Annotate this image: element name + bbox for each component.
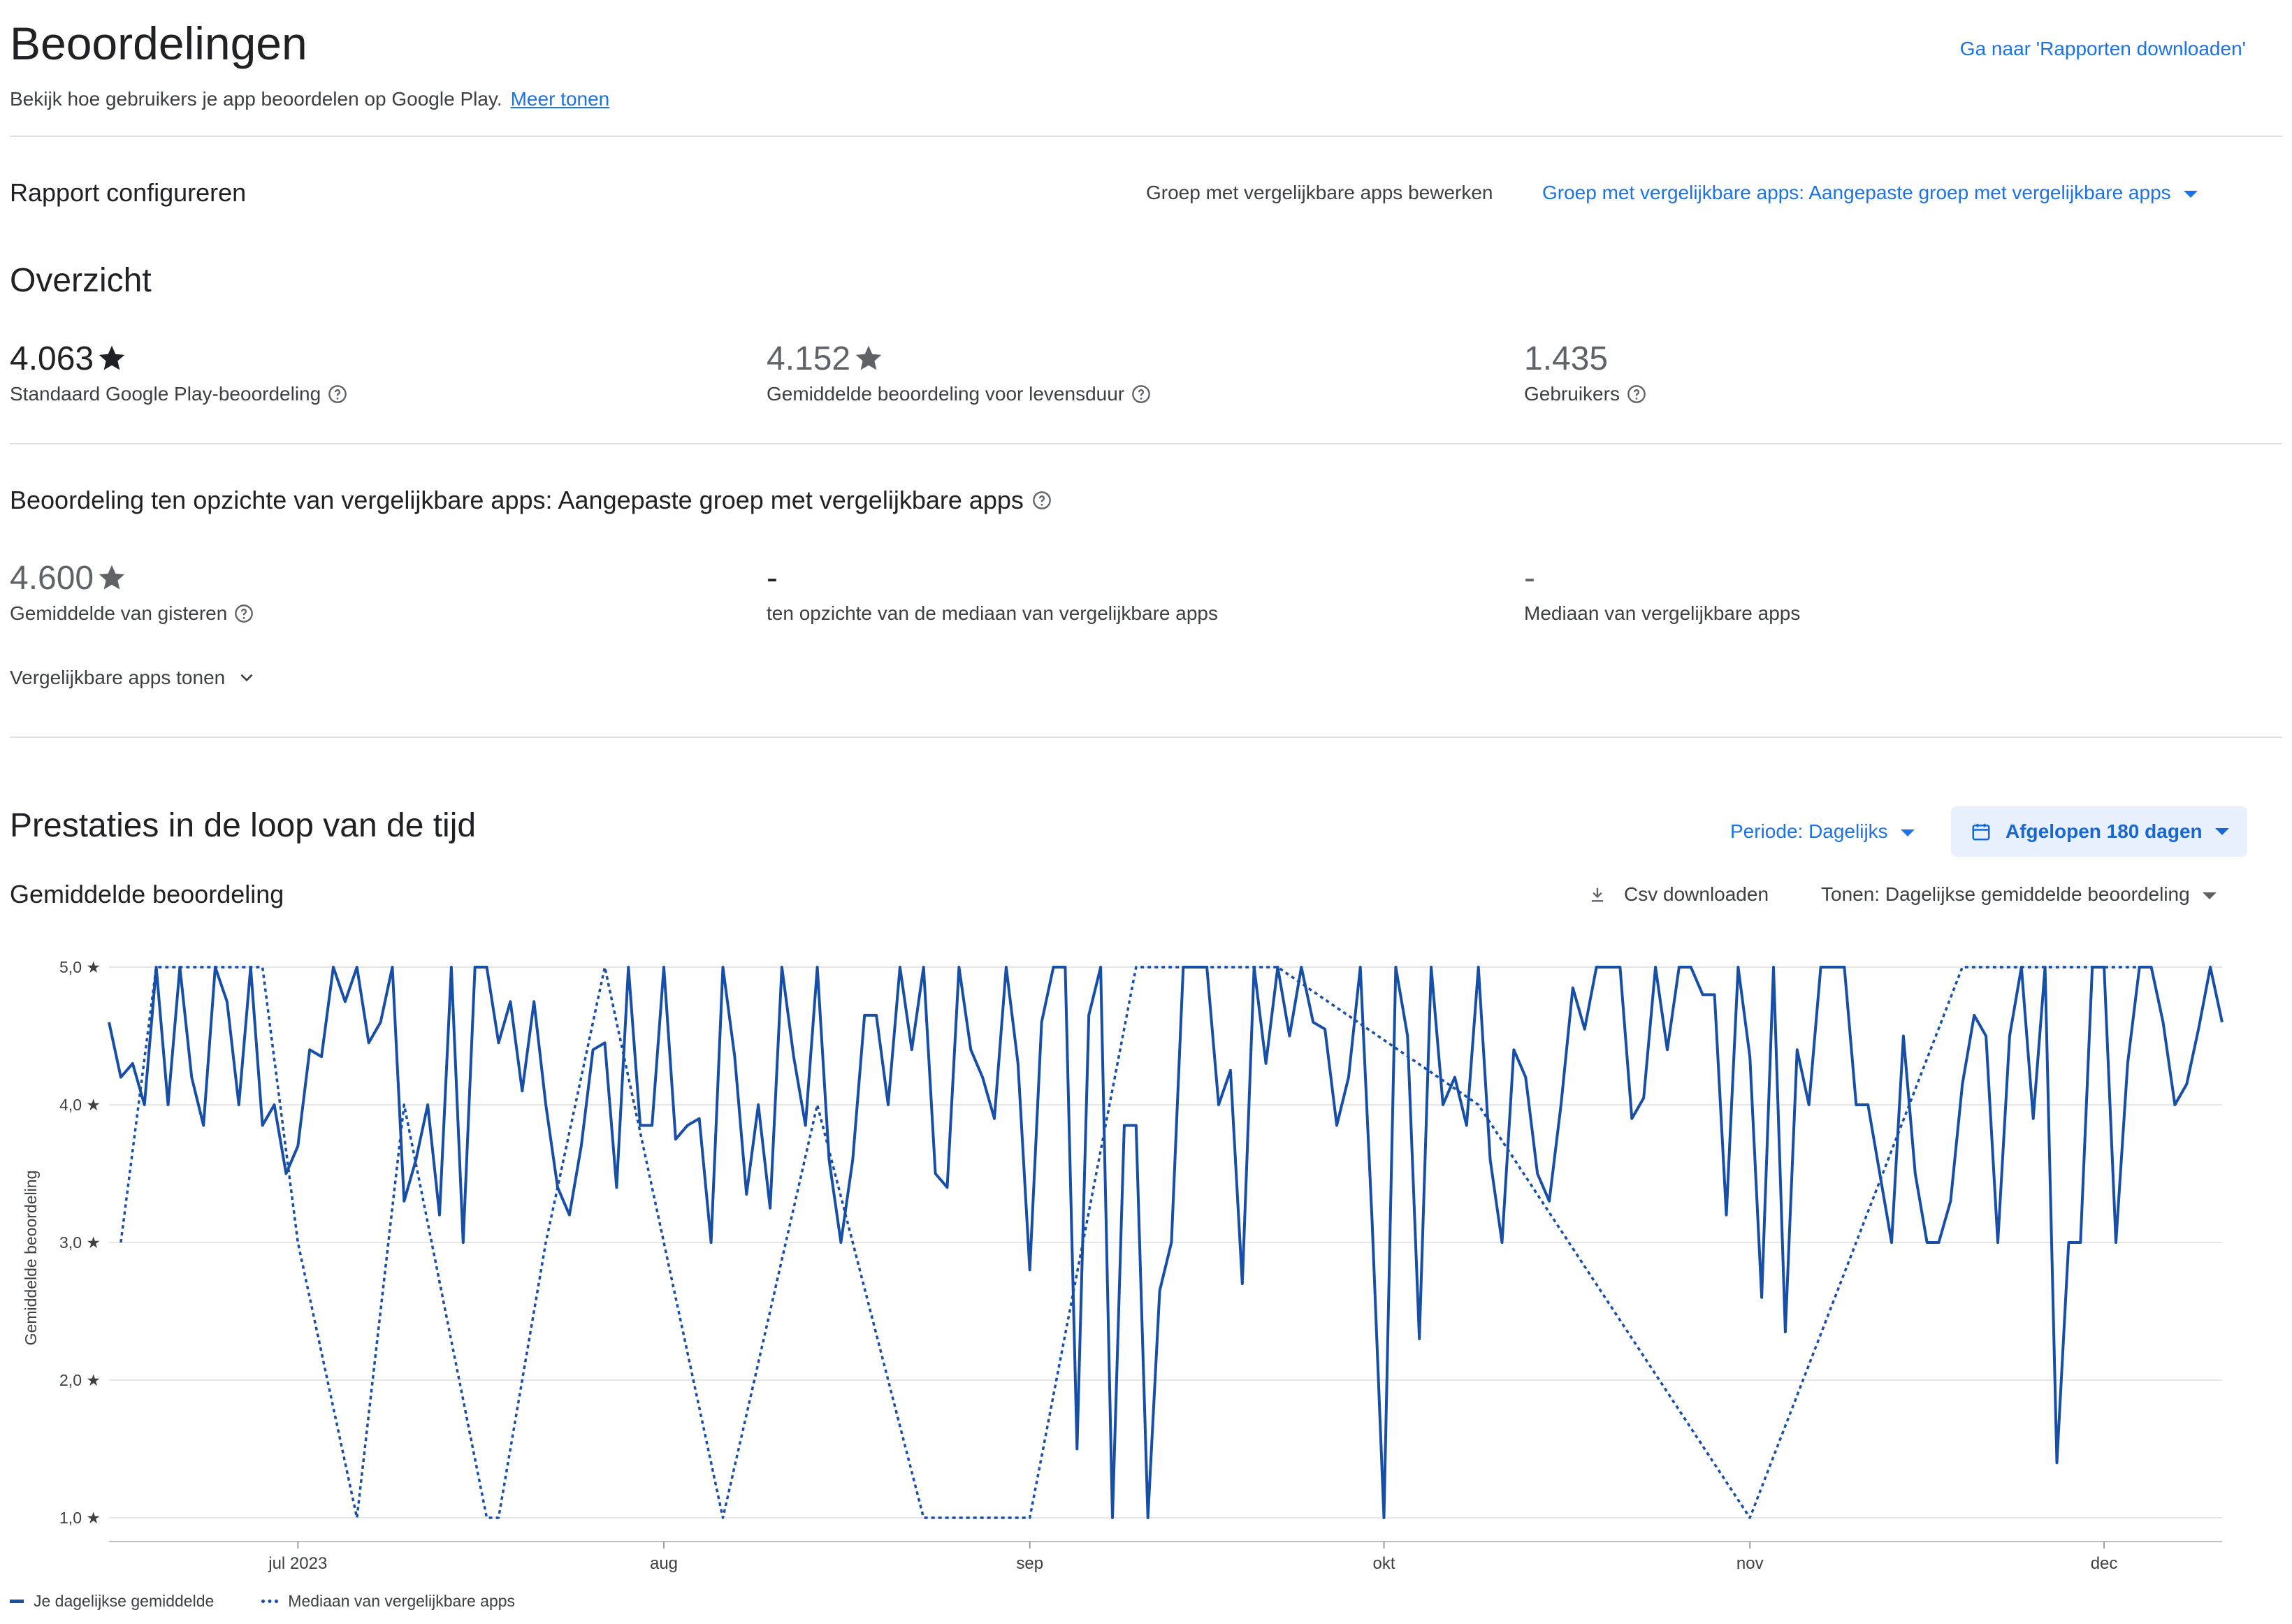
x-tick-label: aug: [650, 1554, 678, 1573]
metric-show-select[interactable]: Tonen: Dagelijkse gemiddelde beoordeling: [1821, 880, 2217, 908]
star-icon: [99, 345, 125, 370]
metric-number: 4.152: [767, 340, 851, 377]
csv-download-button[interactable]: Csv downloaden: [1588, 880, 1769, 908]
metric-value: 4.152: [767, 338, 1151, 380]
y-tick-label: 3,0 ★: [59, 1233, 101, 1252]
metric-label: Gebruikers: [1524, 380, 1646, 408]
legend-item: Mediaan van vergelijkbare apps: [288, 1592, 516, 1610]
date-range-label: Afgelopen 180 dagen: [2005, 820, 2203, 842]
chevron-down-icon: [1900, 829, 1915, 836]
peer-title-text: Beoordeling ten opzichte van vergelijkba…: [10, 486, 1024, 514]
y-tick-label: 1,0 ★: [59, 1509, 101, 1527]
edit-peer-group-button[interactable]: Groep met vergelijkbare apps bewerken: [1146, 182, 1493, 203]
help-icon[interactable]: [234, 604, 254, 623]
metric-label-text: Standaard Google Play-beoordeling: [10, 383, 321, 405]
star-icon: [99, 565, 125, 590]
help-icon[interactable]: [328, 384, 347, 404]
x-tick-label: nov: [1736, 1554, 1764, 1573]
calendar-icon: [1972, 823, 1990, 841]
chart-legend: Je dagelijkse gemiddelde Mediaan van ver…: [10, 1592, 515, 1611]
divider: [10, 136, 2282, 137]
metric-yesterday-average: 4.600 Gemiddelde van gisteren: [10, 558, 254, 628]
metric-standard-rating: 4.063 Standaard Google Play-beoordeling: [10, 338, 347, 408]
y-axis-label: Gemiddelde beoordeling: [22, 1170, 40, 1346]
download-icon: [1591, 887, 1604, 902]
metric-value: 1.435: [1524, 340, 1609, 377]
rating-chart[interactable]: 5,0 ★ 4,0 ★ 3,0 ★ 2,0 ★ 1,0 ★ jul 2023 aug sep…: [0, 929, 2292, 1590]
metric-peer-median: - Mediaan van vergelijkbare apps: [1524, 558, 1800, 628]
metric-label: Gemiddelde van gisteren: [10, 600, 254, 628]
legend-swatch-solid: [10, 1600, 24, 1603]
date-range-button[interactable]: Afgelopen 180 dagen: [1951, 806, 2247, 857]
csv-download-label: Csv downloaden: [1624, 883, 1769, 905]
peer-group-select-label: Groep met vergelijkbare apps: Aangepaste…: [1542, 182, 2171, 203]
page-subtitle: Bekijk hoe gebruikers je app beoordelen …: [10, 85, 609, 113]
metric-value: -: [1524, 560, 1535, 597]
metric-vs-peer-median: - ten opzichte van de mediaan van vergel…: [767, 558, 1218, 628]
legend-swatch-dotted: [261, 1600, 279, 1603]
peer-section-title: Beoordeling ten opzichte van vergelijkba…: [10, 484, 1052, 517]
show-peers-label: Vergelijkbare apps tonen: [10, 667, 226, 688]
metric-label: Gemiddelde beoordeling voor levensduur: [767, 380, 1151, 408]
y-tick-label: 5,0 ★: [59, 958, 101, 976]
divider: [10, 443, 2282, 444]
metric-number: 4.600: [10, 560, 94, 597]
download-reports-link[interactable]: Ga naar 'Rapporten downloaden': [1959, 38, 2246, 59]
star-icon: [855, 345, 882, 370]
chevron-down-icon: [2202, 892, 2217, 899]
period-select[interactable]: Periode: Dagelijks: [1730, 818, 1915, 846]
performance-title: Prestaties in de loop van de tijd: [10, 807, 477, 844]
y-tick-label: 4,0 ★: [59, 1096, 101, 1114]
more-link[interactable]: Meer tonen: [510, 88, 610, 110]
chart-title: Gemiddelde beoordeling: [10, 880, 284, 908]
metric-label-text: Gebruikers: [1524, 383, 1620, 405]
metric-label-text: Gemiddelde beoordeling voor levensduur: [767, 383, 1125, 405]
peer-group-select[interactable]: Groep met vergelijkbare apps: Aangepaste…: [1542, 179, 2198, 207]
chart-grid: [109, 966, 2222, 1542]
configure-title: Rapport configureren: [10, 178, 247, 207]
help-icon[interactable]: [1627, 384, 1646, 404]
help-icon[interactable]: [1131, 384, 1151, 404]
chart-series: [108, 966, 2224, 1519]
metric-number: 4.063: [10, 340, 94, 377]
divider: [10, 737, 2282, 738]
metric-label-text: Gemiddelde van gisteren: [10, 602, 228, 624]
series-daily-average-line: [108, 966, 2224, 1519]
metric-label: Standaard Google Play-beoordeling: [10, 380, 347, 408]
chevron-down-icon: [240, 674, 253, 682]
metric-lifetime-rating: 4.152 Gemiddelde beoordeling voor levens…: [767, 338, 1151, 408]
show-peers-toggle[interactable]: Vergelijkbare apps tonen: [10, 664, 256, 692]
subtitle-text: Bekijk hoe gebruikers je app beoordelen …: [10, 88, 502, 110]
metric-label: ten opzichte van de mediaan van vergelij…: [767, 602, 1218, 624]
series-peer-median-line: [119, 966, 2140, 1519]
y-tick-label: 2,0 ★: [59, 1371, 101, 1389]
legend-item: Je dagelijkse gemiddelde: [34, 1592, 215, 1610]
x-tick-label: okt: [1373, 1554, 1395, 1573]
metric-label: Mediaan van vergelijkbare apps: [1524, 602, 1801, 624]
chevron-down-icon: [2214, 828, 2229, 835]
x-axis-ticks: jul 2023 aug sep okt nov dec: [268, 1542, 2117, 1573]
metric-value: -: [767, 560, 778, 597]
x-tick-label: jul 2023: [268, 1554, 327, 1573]
metric-users: 1.435 Gebruikers: [1524, 338, 1646, 408]
period-select-label: Periode: Dagelijks: [1730, 820, 1888, 842]
metric-value: 4.600: [10, 558, 254, 600]
metric-value: 4.063: [10, 338, 347, 380]
page-title: Beoordelingen: [10, 17, 307, 69]
x-tick-label: dec: [2091, 1554, 2118, 1573]
chevron-down-icon: [2183, 190, 2198, 198]
x-tick-label: sep: [1016, 1554, 1043, 1573]
y-axis-ticks: 5,0 ★ 4,0 ★ 3,0 ★ 2,0 ★ 1,0 ★: [59, 958, 101, 1527]
help-icon[interactable]: [1032, 491, 1052, 510]
overview-title: Overzicht: [10, 262, 152, 299]
metric-show-select-label: Tonen: Dagelijkse gemiddelde beoordeling: [1821, 883, 2190, 905]
